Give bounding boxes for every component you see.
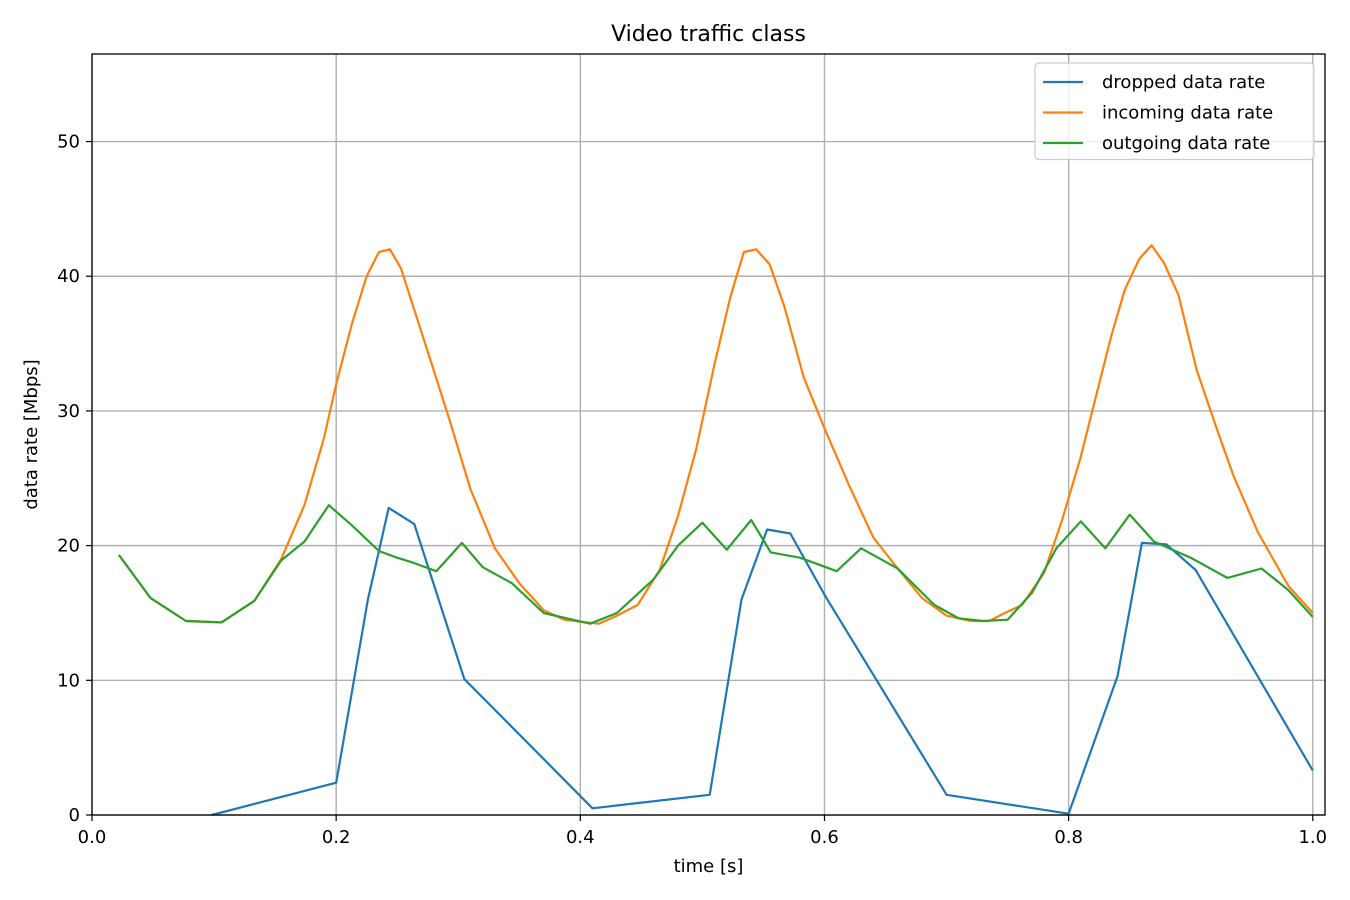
x-axis-label: time [s]	[674, 856, 744, 877]
y-tick-label: 50	[57, 132, 80, 153]
y-tick-label: 40	[57, 266, 80, 287]
chart-title: Video traffic class	[611, 22, 806, 47]
x-tick-label: 0.0	[78, 827, 107, 848]
legend-label: incoming data rate	[1102, 103, 1273, 124]
y-tick-label: 10	[57, 670, 80, 691]
series-line-dropped-data-rate	[211, 506, 1314, 817]
y-tick-label: 0	[69, 805, 80, 826]
legend-box	[1034, 62, 1315, 161]
x-tick-label: 0.4	[566, 827, 595, 848]
legend-label: outgoing data rate	[1102, 133, 1270, 154]
x-tick-label: 1.0	[1298, 827, 1327, 848]
plot-frame	[91, 53, 1326, 816]
y-tick-label: 30	[57, 401, 80, 422]
grid	[91, 54, 1325, 816]
y-tick-label: 20	[57, 536, 80, 557]
x-tick-label: 0.2	[322, 827, 351, 848]
x-tick-label: 0.8	[1054, 827, 1083, 848]
x-tick-label: 0.6	[810, 827, 839, 848]
series-line-incoming-data-rate	[118, 244, 1314, 625]
axis-ticks: 0.0 0.2 0.4 0.6 0.8 1.0 0 10 20 30 40 50	[57, 132, 1327, 848]
y-axis-label: data rate [Mbps]	[21, 359, 42, 509]
series-line-outgoing-data-rate	[118, 504, 1314, 625]
legend: dropped data rate incoming data rate outgo…	[1034, 62, 1315, 161]
series-lines	[118, 244, 1314, 817]
legend-label: dropped data rate	[1102, 72, 1265, 93]
